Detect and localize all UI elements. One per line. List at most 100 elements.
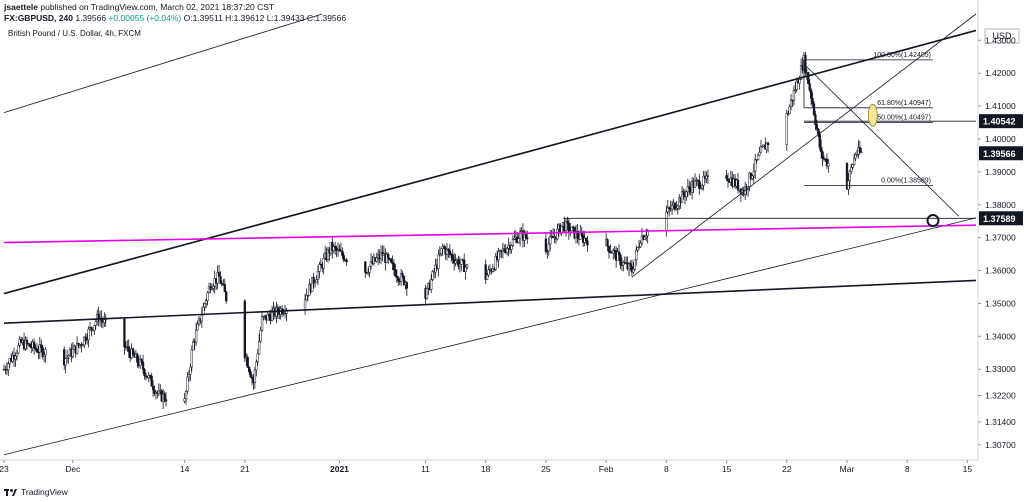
candle-body [448,250,452,255]
candle-body [845,163,849,190]
candle-body [313,281,317,284]
candle-body [639,242,642,248]
author-name[interactable]: jsaettele [4,2,39,12]
candle-body [759,146,763,153]
candle-body [754,159,757,172]
candle-body [141,361,145,370]
candle-body [726,178,730,182]
highlight-ellipse [867,103,878,127]
candle-body [67,355,70,358]
candle-body [676,205,679,209]
candle-body [497,251,500,261]
candle-body [817,128,820,135]
candle-body [699,187,702,189]
candle-body [682,191,685,196]
candle-body [219,276,222,284]
x-tick-label: 11 [421,464,430,474]
candle-body [389,258,393,263]
symbol-description: British Pound / U.S. Dollar, 4h, FXCM [8,29,141,38]
candle-body [809,89,813,99]
candle-body [454,260,457,264]
candle-body [447,248,450,252]
candle-body [223,284,226,293]
candle-body [463,259,466,272]
candle-body [86,339,89,342]
candle-body [64,358,67,366]
chart-header: jsaettele published on TradingView.com, … [4,2,704,28]
candle-body [616,251,619,261]
candle-body [756,154,760,161]
candle-body [42,354,46,357]
candle-body [820,147,823,152]
candle-body [795,80,798,90]
candle-body [788,106,791,114]
candle-body [458,264,462,267]
candle-body [858,147,862,153]
candle-body [818,134,821,148]
price-tag-label: 1.40542 [983,117,1016,127]
candle-body [765,142,768,150]
candle-body [217,272,221,277]
y-tick-label: 1.39000 [985,167,1016,177]
candle-body [103,319,106,323]
candle-body [546,250,549,253]
candle-body [303,299,307,310]
close-value: 1.39566 [315,13,347,23]
candle-body [216,272,219,284]
candle-body [163,393,166,400]
candle-body [576,230,579,238]
candle-body [15,352,19,357]
candle-body [511,239,515,246]
candle-body [668,207,671,209]
candle-body [556,228,559,240]
candle-body [97,313,100,322]
candle-body [127,346,130,353]
brand-label[interactable]: TradingView [21,487,68,497]
candle-body [607,246,611,253]
candle-body [705,175,708,179]
candle-body [147,375,150,378]
symbol-label: FX:GBPUSD, 240 [4,13,73,23]
candle-body [75,342,79,354]
candle-body [276,307,279,313]
candle-body [32,341,36,349]
candle-body [706,175,710,177]
candle-body [40,344,43,348]
candle-body [143,369,146,376]
candle-body [580,232,583,236]
candle-body [338,249,341,252]
candle-body [440,248,443,254]
candle-body [518,231,522,239]
candle-body [612,250,615,254]
x-tick-label: 22 [782,464,792,474]
candle-body [194,329,198,343]
candle-body [617,251,621,256]
candle-body [513,237,516,240]
y-tick-label: 1.34000 [985,331,1016,341]
candle-body [345,259,348,263]
candle-body [643,236,646,240]
candle-body [84,336,87,342]
candle-body [584,237,588,241]
candle-body [123,318,126,348]
candle-body [260,316,264,331]
candle-body [326,249,330,260]
candle-body [570,226,573,232]
open-value: 1.39511 [192,13,223,23]
candle-body [266,313,269,321]
candle-body [517,238,520,243]
candle-body [364,261,367,273]
candle-body [270,311,274,322]
candle-body [81,344,84,347]
candle-body [635,250,638,261]
candle-body [379,252,383,259]
x-tick-label: Dec [65,464,81,474]
candle-body [207,286,211,294]
candle-body [151,386,155,391]
candle-body [758,152,761,156]
candle-body [258,340,261,355]
candle-body [807,72,810,84]
candle-body [491,268,495,272]
candle-body [35,348,39,353]
